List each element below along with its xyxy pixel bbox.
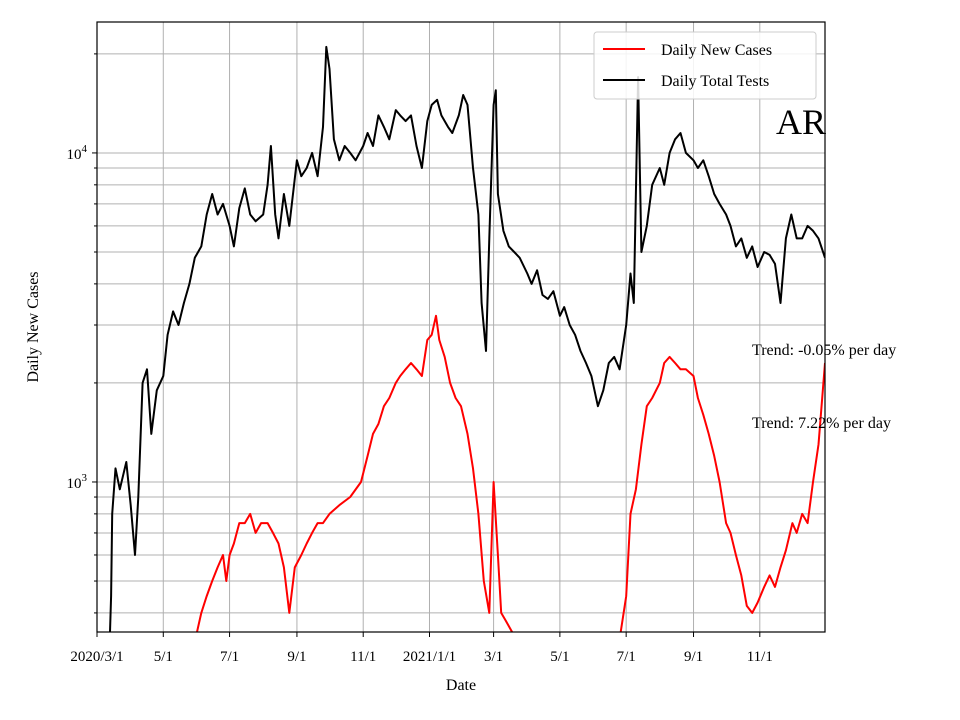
x-tick-label: 7/1 [220,649,239,665]
trend-tests-label: Trend: -0.05% per day [752,342,896,359]
y-tick-label: 104 [67,143,88,163]
series-line-tests [109,45,825,632]
legend-label-cases: Daily New Cases [661,42,772,59]
x-tick-label: 11/1 [747,649,773,665]
x-tick-label: 9/1 [684,649,703,665]
trend-cases-label: Trend: 7.22% per day [752,415,891,432]
ticks: 2020/3/1 5/1 7/1 9/1 11/1 2021/1/1 3/1 5/1 7/1 9/… [67,53,773,665]
series-layer [109,45,825,632]
x-tick-label: 5/1 [550,649,569,665]
x-tick-label: 2020/3/1 [70,649,123,665]
x-tick-label: 11/1 [350,649,376,665]
legend: Daily New Cases Daily Total Tests [593,31,817,100]
x-tick-label: 2021/1/1 [403,649,456,665]
state-label: AR [776,102,826,142]
x-tick-label: 3/1 [484,649,503,665]
x-tick-label: 9/1 [287,649,306,665]
legend-label-tests: Daily Total Tests [661,73,769,90]
x-tick-label: 7/1 [617,649,636,665]
legend-box [593,31,817,100]
y-axis-label: Daily New Cases [25,271,42,382]
plot-frame [96,21,826,633]
series-line-cases [196,314,825,632]
x-tick-label: 5/1 [154,649,173,665]
y-tick-label: 103 [67,472,88,492]
grid [96,22,825,632]
x-axis-label: Date [446,677,476,694]
